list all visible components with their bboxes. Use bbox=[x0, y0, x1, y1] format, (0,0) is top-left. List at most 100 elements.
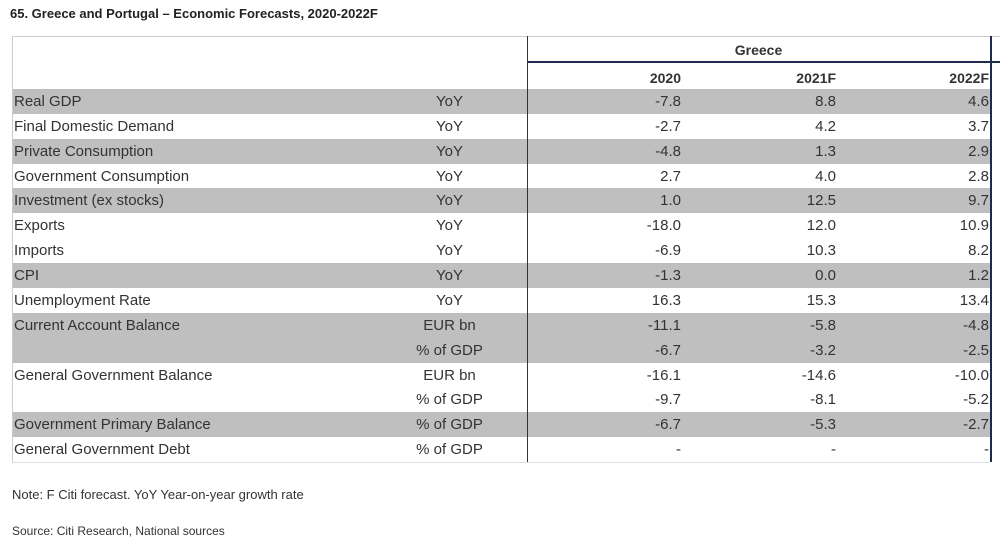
unit: YoY bbox=[436, 93, 463, 110]
value: -9.7 bbox=[655, 391, 681, 409]
value: -8.1 bbox=[810, 391, 836, 409]
value: 10.9 bbox=[959, 217, 989, 235]
unit: YoY bbox=[436, 142, 463, 160]
table-row: % of GDP -9.7 -8.1 -5.2 bbox=[12, 387, 990, 412]
value: 1.3 bbox=[815, 142, 836, 160]
table-row: Unemployment Rate YoY 16.3 15.3 13.4 bbox=[12, 288, 990, 313]
table-row: Investment (ex stocks) YoY 1.0 12.5 9.7 bbox=[12, 188, 990, 214]
row-label: Private Consumption bbox=[14, 142, 154, 160]
value: -7.8 bbox=[655, 93, 681, 110]
value: -4.8 bbox=[655, 142, 681, 160]
row-label: Final Domestic Demand bbox=[14, 117, 175, 135]
row-label: CPI bbox=[14, 267, 40, 285]
value: -2.7 bbox=[655, 117, 681, 135]
value: 2.7 bbox=[660, 167, 681, 185]
value: -16.1 bbox=[646, 366, 681, 384]
value: -6.9 bbox=[655, 242, 681, 260]
unit: YoY bbox=[436, 192, 463, 210]
group-header: Greece bbox=[734, 42, 783, 58]
value: -2.7 bbox=[963, 416, 989, 434]
row-label: Exports bbox=[14, 217, 65, 235]
value: 10.3 bbox=[806, 242, 836, 260]
value: -4.8 bbox=[963, 316, 989, 334]
value: -2.5 bbox=[963, 341, 989, 359]
value: 0.0 bbox=[815, 267, 836, 285]
bottom-border bbox=[12, 462, 990, 464]
header-rule bbox=[527, 61, 1000, 63]
row-label: Unemployment Rate bbox=[14, 291, 151, 309]
table-row: Real GDP YoY -7.8 8.8 4.6 bbox=[12, 89, 990, 114]
title: 65. Greece and Portugal – Economic Forec… bbox=[10, 6, 378, 21]
table-row: Private Consumption YoY -4.8 1.3 2.9 bbox=[12, 138, 990, 164]
source: Source: Citi Research, National sources bbox=[12, 524, 225, 538]
row-label: Current Account Balance bbox=[14, 316, 180, 334]
column-header: 2021F bbox=[796, 70, 836, 86]
unit: YoY bbox=[436, 267, 463, 285]
left-border bbox=[12, 36, 13, 463]
value: 4.6 bbox=[968, 93, 989, 110]
unit: EUR bn bbox=[423, 366, 476, 384]
value: 12.5 bbox=[806, 192, 836, 210]
table-row: General Government Balance EUR bn -16.1 -14… bbox=[12, 363, 990, 388]
unit: YoY bbox=[436, 242, 463, 260]
value: -6.7 bbox=[655, 416, 681, 434]
table-row: % of GDP -6.7 -3.2 -2.5 bbox=[12, 337, 990, 363]
unit: YoY bbox=[436, 117, 463, 135]
row-label: Real GDP bbox=[14, 93, 82, 110]
value: -3.2 bbox=[810, 341, 836, 359]
top-border bbox=[12, 36, 1000, 37]
table-row: Government Primary Balance % of GDP -6.7 -5… bbox=[12, 412, 990, 438]
unit: YoY bbox=[436, 291, 463, 309]
unit: % of GDP bbox=[416, 416, 483, 434]
table-row: General Government Debt % of GDP - - - bbox=[12, 437, 990, 462]
value: 15.3 bbox=[806, 291, 836, 309]
value: -6.7 bbox=[655, 341, 681, 359]
row-label: Government Consumption bbox=[14, 167, 190, 185]
table-row: Government Consumption YoY 2.7 4.0 2.8 bbox=[12, 164, 990, 189]
column-header: 2022F bbox=[949, 70, 989, 86]
value: -18.0 bbox=[646, 217, 681, 235]
value: -11.1 bbox=[647, 316, 681, 334]
unit: % of GDP bbox=[416, 341, 483, 359]
value: 1.0 bbox=[660, 192, 681, 210]
value: 13.4 bbox=[959, 291, 989, 309]
value: 4.0 bbox=[815, 167, 836, 185]
unit: % of GDP bbox=[416, 391, 483, 409]
divider bbox=[527, 36, 528, 463]
table-row: Current Account Balance EUR bn -11.1 -5.8 -4… bbox=[12, 312, 990, 338]
value: 12.0 bbox=[806, 217, 836, 235]
table-row: CPI YoY -1.3 0.0 1.2 bbox=[12, 263, 990, 289]
value: 4.2 bbox=[815, 117, 836, 135]
column-header: 2020 bbox=[649, 70, 681, 86]
row-label: General Government Debt bbox=[14, 441, 190, 459]
value: 16.3 bbox=[651, 291, 681, 309]
row-label: Imports bbox=[14, 242, 65, 260]
value: 1.2 bbox=[968, 267, 989, 285]
table-row: Exports YoY -18.0 12.0 10.9 bbox=[12, 213, 990, 238]
value: -5.2 bbox=[963, 391, 989, 409]
row-label: Government Primary Balance bbox=[14, 416, 211, 434]
right-border bbox=[990, 36, 992, 463]
value: 3.7 bbox=[968, 117, 989, 135]
value: - bbox=[984, 441, 989, 459]
value: -5.8 bbox=[810, 316, 836, 334]
value: 2.8 bbox=[968, 167, 989, 185]
row-label: Investment (ex stocks) bbox=[14, 192, 165, 210]
table-row: Imports YoY -6.9 10.3 8.2 bbox=[12, 238, 990, 263]
value: 8.8 bbox=[815, 93, 836, 110]
table-row: Final Domestic Demand YoY -2.7 4.2 3.7 bbox=[12, 114, 990, 139]
value: 2.9 bbox=[968, 142, 989, 160]
value: -1.3 bbox=[655, 267, 681, 285]
note: Note: F Citi forecast. YoY Year-on-year … bbox=[12, 487, 304, 502]
value: -10.0 bbox=[954, 366, 989, 384]
value: - bbox=[676, 441, 681, 459]
value: - bbox=[831, 441, 836, 459]
unit: YoY bbox=[436, 167, 463, 185]
value: 9.7 bbox=[968, 192, 989, 210]
value: -14.6 bbox=[801, 366, 836, 384]
value: -5.3 bbox=[810, 416, 836, 434]
row-label: General Government Balance bbox=[14, 366, 213, 384]
unit: YoY bbox=[436, 217, 463, 235]
unit: % of GDP bbox=[416, 441, 483, 459]
